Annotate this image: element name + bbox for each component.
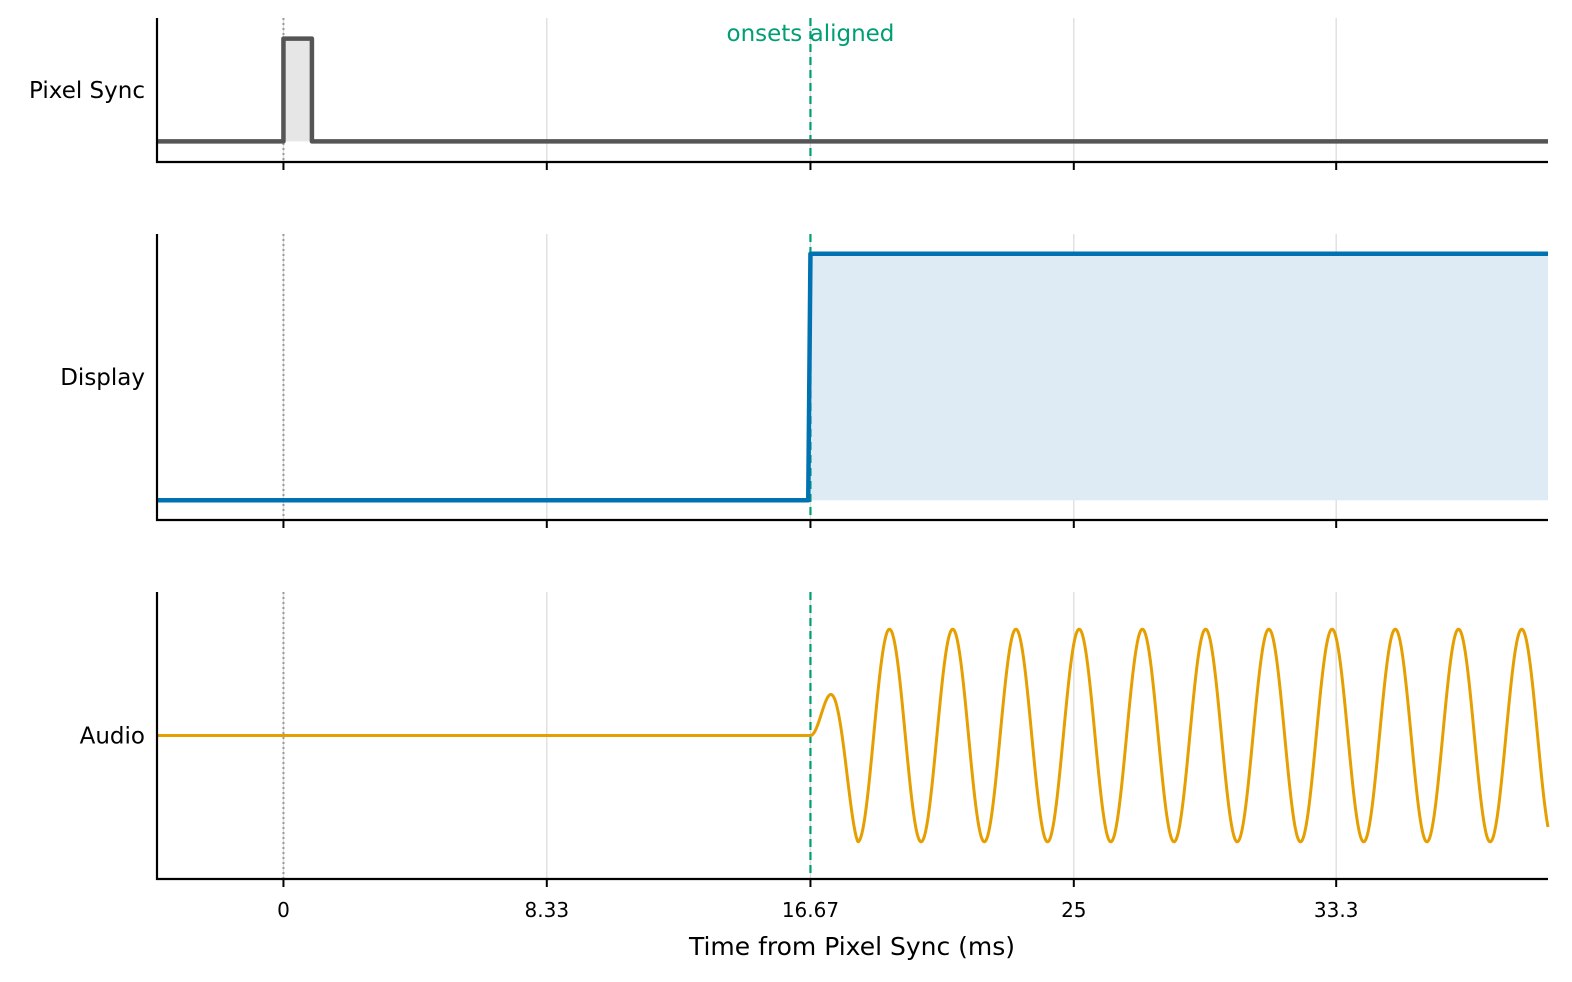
- series-fill-pixel-sync: [157, 38, 1548, 142]
- onsets-aligned-annotation: onsets aligned: [727, 21, 895, 47]
- series-line-pixel-sync: [157, 36, 1548, 144]
- label-layer: Pixel Sync Display Audio 0 8.33 16.67 25 33.3: [29, 78, 1358, 922]
- fill-layer: [157, 38, 1548, 501]
- row-label-pixel-sync: Pixel Sync: [29, 78, 145, 104]
- series-line-display: [157, 251, 1548, 503]
- x-tick-label: 25: [1061, 898, 1086, 922]
- series-layer: [156, 36, 1550, 844]
- series-line-audio: [156, 627, 1550, 844]
- series-fill-display: [157, 253, 1548, 501]
- x-tick-label: 33.3: [1314, 898, 1359, 922]
- row-label-display: Display: [60, 365, 145, 391]
- x-tick-label: 8.33: [525, 898, 570, 922]
- x-axis-title: Time from Pixel Sync (ms): [688, 932, 1015, 961]
- x-tick-label: 16.67: [782, 898, 839, 922]
- x-tick-label: 0: [277, 898, 290, 922]
- row-label-audio: Audio: [80, 724, 145, 750]
- axes-layer: [155, 18, 1548, 887]
